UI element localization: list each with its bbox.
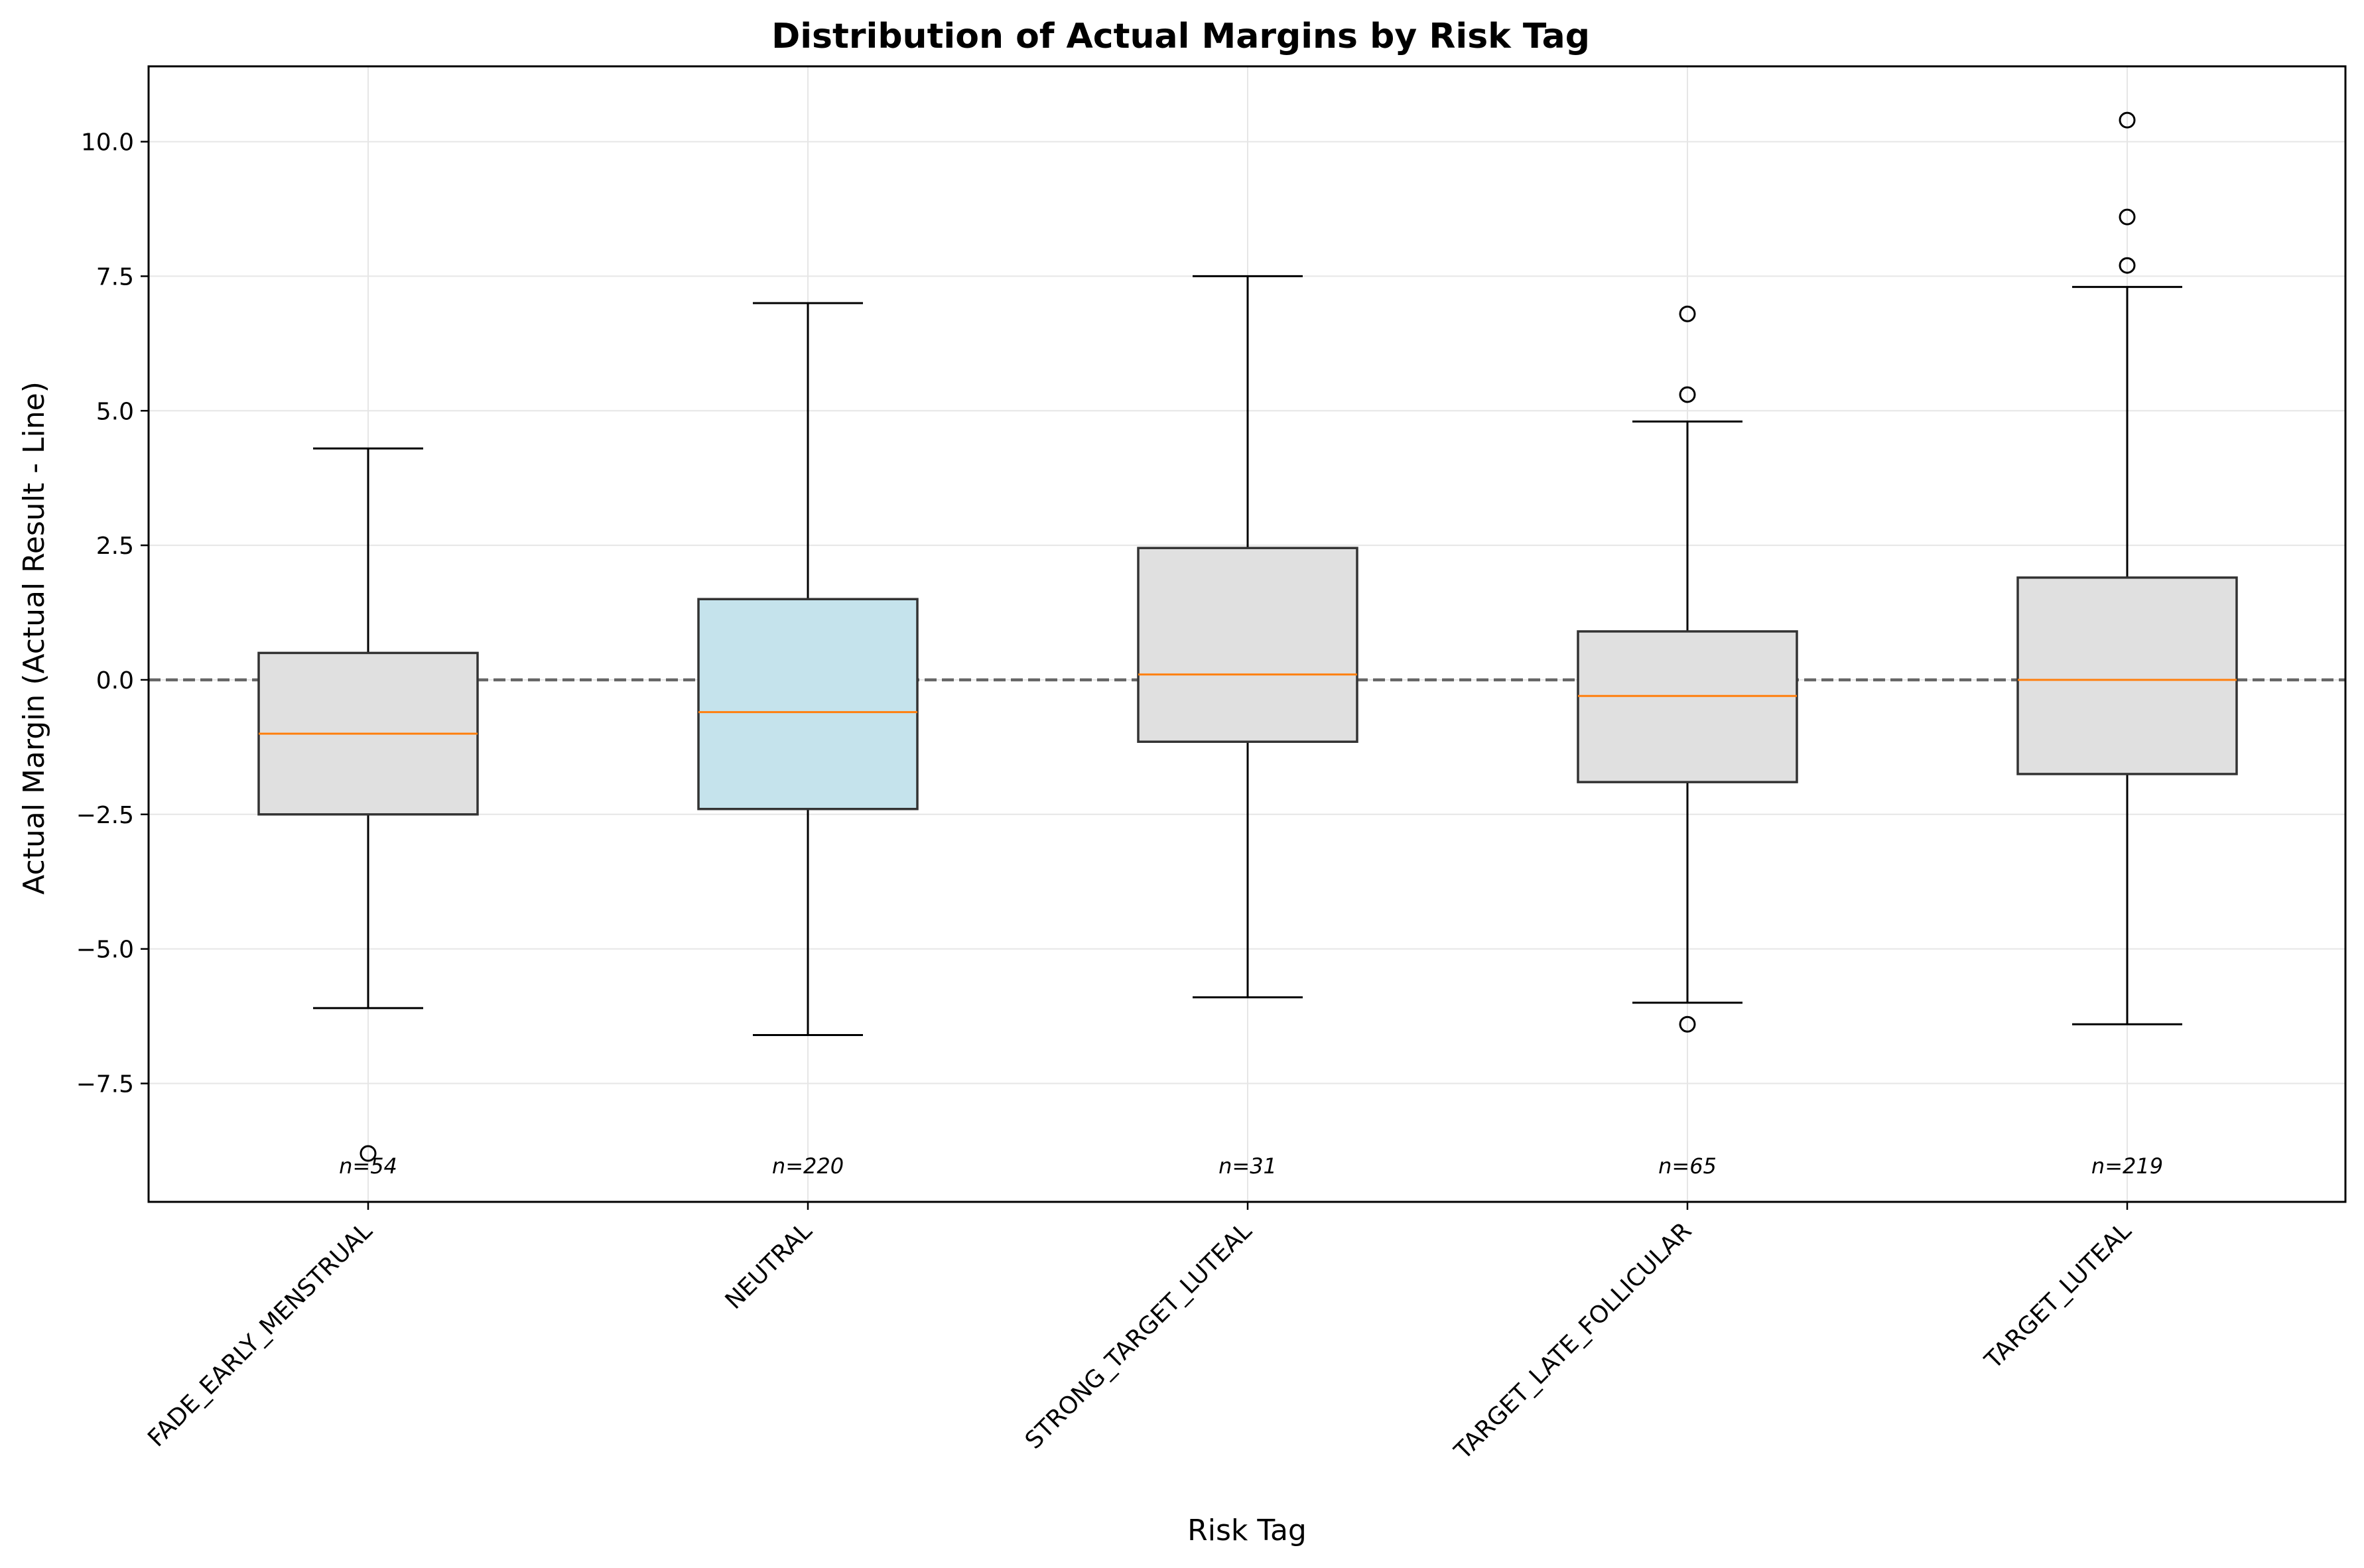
sample-count-label: n=54 xyxy=(339,1153,397,1179)
y-axis-label: Actual Margin (Actual Result - Line) xyxy=(17,381,51,895)
iqr-box xyxy=(697,598,919,811)
y-tick-label: 7.5 xyxy=(96,263,134,291)
sample-count-label: n=65 xyxy=(1658,1153,1717,1179)
outlier-point xyxy=(2119,111,2136,129)
iqr-box xyxy=(1137,547,1358,744)
outlier-point xyxy=(360,1145,377,1162)
box-group xyxy=(257,447,479,1162)
iqr-box xyxy=(1577,630,1798,783)
y-tick-label: −2.5 xyxy=(76,802,134,829)
outlier-point xyxy=(1679,305,1696,322)
sample-count-labels: n=54 n=220 n=31 n=65 n=219 xyxy=(339,1153,2163,1179)
iqr-box xyxy=(2016,576,2238,775)
box-group xyxy=(1137,275,1358,999)
y-axis-ticks: −7.5 −5.0 −2.5 0.0 2.5 5.0 7.5 10.0 xyxy=(76,129,149,1098)
y-tick-label: 2.5 xyxy=(96,533,134,560)
outlier-point xyxy=(1679,1015,1696,1033)
box-group xyxy=(2016,111,2238,1025)
sample-count-label: n=219 xyxy=(2091,1153,2163,1179)
outlier-point xyxy=(1679,386,1696,403)
outlier-point xyxy=(2119,208,2136,226)
chart-title: Distribution of Actual Margins by Risk T… xyxy=(771,17,1590,56)
y-tick-label: 5.0 xyxy=(96,398,134,425)
box-group xyxy=(697,302,919,1036)
box-series xyxy=(257,111,2238,1162)
y-tick-label: −5.0 xyxy=(76,937,134,964)
box-group xyxy=(1577,305,1798,1033)
sample-count-label: n=220 xyxy=(772,1153,844,1179)
outlier-point xyxy=(2119,257,2136,274)
x-axis-label: Risk Tag xyxy=(1187,1514,1307,1547)
y-tick-label: 0.0 xyxy=(96,667,134,694)
y-tick-label: −7.5 xyxy=(76,1071,134,1098)
sample-count-label: n=31 xyxy=(1218,1153,1277,1179)
y-tick-label: 10.0 xyxy=(81,129,134,157)
